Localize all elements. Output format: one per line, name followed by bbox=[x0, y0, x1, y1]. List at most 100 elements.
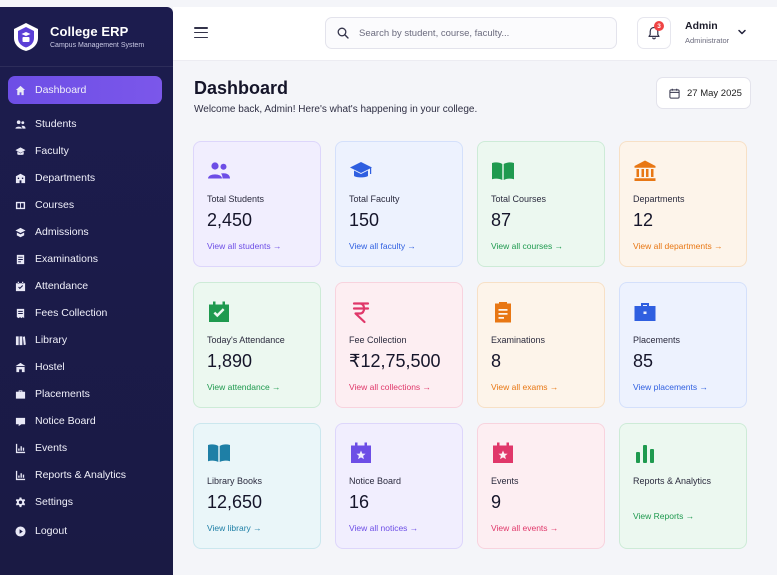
stat-card-total-faculty[interactable]: Total Faculty 150 View all faculty → bbox=[335, 141, 463, 267]
stat-label: Total Courses bbox=[491, 194, 547, 204]
bar-chart-icon bbox=[633, 440, 661, 466]
stat-card-fee-collection[interactable]: Fee Collection ₹12,75,500 View all colle… bbox=[335, 282, 463, 408]
stat-label: Departments bbox=[633, 194, 685, 204]
college-logo-icon bbox=[13, 22, 39, 52]
view-reports-link[interactable]: View Reports → bbox=[633, 511, 695, 521]
chart-icon bbox=[14, 469, 26, 481]
view-all-notices-link[interactable]: View all notices → bbox=[349, 523, 419, 533]
brand-title: College ERP bbox=[50, 24, 129, 39]
sidebar-item-label: Fees Collection bbox=[35, 307, 108, 319]
user-menu[interactable]: Admin Administrator bbox=[685, 20, 729, 45]
sidebar-item-notice-board[interactable]: Notice Board bbox=[8, 407, 162, 435]
view-all-collections-link[interactable]: View all collections → bbox=[349, 382, 432, 392]
stat-value: 12,650 bbox=[207, 492, 263, 512]
stat-card-total-students[interactable]: Total Students 2,450 View all students → bbox=[193, 141, 321, 267]
sidebar-item-label: Events bbox=[35, 442, 68, 454]
sidebar-item-admissions[interactable]: Admissions bbox=[8, 218, 162, 246]
view-placements-link[interactable]: View placements → bbox=[633, 382, 708, 392]
sidebar-item-departments[interactable]: Departments bbox=[8, 164, 162, 192]
sidebar-item-fees-collection[interactable]: Fees Collection bbox=[8, 299, 162, 327]
sidebar-item-label: Notice Board bbox=[35, 415, 96, 427]
notifications-button[interactable]: 3 bbox=[637, 17, 671, 49]
stat-card-placements[interactable]: Placements 85 View placements → bbox=[619, 282, 747, 408]
sidebar-item-events[interactable]: Events bbox=[8, 434, 162, 462]
sidebar-item-settings[interactable]: Settings bbox=[8, 488, 162, 516]
current-date: 27 May 2025 bbox=[687, 87, 742, 99]
stat-label: Notice Board bbox=[349, 476, 402, 486]
chevron-down-icon[interactable] bbox=[737, 27, 747, 37]
stat-value: 87 bbox=[491, 210, 512, 230]
hostel-icon bbox=[14, 361, 26, 373]
sidebar-item-examinations[interactable]: Examinations bbox=[8, 245, 162, 273]
stat-value: 85 bbox=[633, 351, 654, 371]
sidebar-item-logout[interactable]: Logout bbox=[8, 517, 162, 545]
graduation-cap-icon bbox=[349, 158, 377, 184]
users-icon bbox=[207, 158, 235, 184]
stat-card-total-courses[interactable]: Total Courses 87 View all courses → bbox=[477, 141, 605, 267]
library-icon bbox=[14, 334, 26, 346]
sidebar-item-hostel[interactable]: Hostel bbox=[8, 353, 162, 381]
stat-value: ₹12,75,500 bbox=[349, 351, 441, 371]
book-icon bbox=[14, 199, 26, 211]
user-plus-icon bbox=[14, 226, 26, 238]
stat-card-departments[interactable]: Departments 12 View all departments → bbox=[619, 141, 747, 267]
stat-label: Total Faculty bbox=[349, 194, 400, 204]
search-icon bbox=[337, 27, 349, 39]
events-icon bbox=[14, 442, 26, 454]
sidebar-item-label: Settings bbox=[35, 496, 73, 508]
view-library-link[interactable]: View library → bbox=[207, 523, 262, 533]
calendar-star-icon bbox=[491, 440, 519, 466]
sidebar-item-label: Examinations bbox=[35, 253, 99, 265]
view-all-faculty-link[interactable]: View all faculty → bbox=[349, 241, 416, 251]
rupee-icon bbox=[349, 299, 377, 325]
sidebar-item-dashboard[interactable]: Dashboard bbox=[8, 76, 162, 104]
stat-label: Events bbox=[491, 476, 519, 486]
logout-icon bbox=[14, 525, 26, 537]
view-all-events-link[interactable]: View all events → bbox=[491, 523, 559, 533]
brand[interactable]: College ERP Campus Management System bbox=[0, 7, 173, 67]
sidebar-item-label: Courses bbox=[35, 199, 75, 211]
stat-card-examinations[interactable]: Examinations 8 View all exams → bbox=[477, 282, 605, 408]
stat-label: Placements bbox=[633, 335, 681, 345]
sidebar: College ERP Campus Management System Das… bbox=[0, 7, 173, 575]
sidebar-item-label: Placements bbox=[35, 388, 90, 400]
sidebar-item-label: Library bbox=[35, 334, 68, 346]
sidebar-item-label: Faculty bbox=[35, 145, 69, 157]
search-box[interactable] bbox=[325, 17, 617, 49]
sidebar-item-placements[interactable]: Placements bbox=[8, 380, 162, 408]
calendar-icon bbox=[669, 88, 680, 99]
stat-value: 1,890 bbox=[207, 351, 253, 371]
stat-card-todays-attendance[interactable]: Today's Attendance 1,890 View attendance… bbox=[193, 282, 321, 408]
view-all-students-link[interactable]: View all students → bbox=[207, 241, 282, 251]
top-bar: 3 Admin Administrator bbox=[173, 7, 777, 61]
sidebar-item-attendance[interactable]: Attendance bbox=[8, 272, 162, 300]
view-all-exams-link[interactable]: View all exams → bbox=[491, 382, 559, 392]
sidebar-item-reports-analytics[interactable]: Reports & Analytics bbox=[8, 461, 162, 489]
sidebar-item-faculty[interactable]: Faculty bbox=[8, 137, 162, 165]
sidebar-item-label: Attendance bbox=[35, 280, 89, 292]
stat-label: Reports & Analytics bbox=[633, 476, 712, 486]
stat-card-notice-board[interactable]: Notice Board 16 View all notices → bbox=[335, 423, 463, 549]
search-input[interactable] bbox=[359, 27, 599, 39]
stat-card-library-books[interactable]: Library Books 12,650 View library → bbox=[193, 423, 321, 549]
date-picker-button[interactable]: 27 May 2025 bbox=[656, 77, 751, 109]
view-attendance-link[interactable]: View attendance → bbox=[207, 382, 281, 392]
home-icon bbox=[14, 84, 26, 96]
view-all-courses-link[interactable]: View all courses → bbox=[491, 241, 564, 251]
calendar-star-icon bbox=[349, 440, 377, 466]
welcome-message: Welcome back, Admin! Here's what's happe… bbox=[194, 104, 478, 115]
briefcase-icon bbox=[14, 388, 26, 400]
sidebar-item-students[interactable]: Students bbox=[8, 110, 162, 138]
stat-value: 9 bbox=[491, 492, 502, 512]
gear-icon bbox=[14, 496, 26, 508]
sidebar-item-library[interactable]: Library bbox=[8, 326, 162, 354]
stat-label: Library Books bbox=[207, 476, 263, 486]
briefcase-icon bbox=[633, 299, 661, 325]
stat-label: Total Students bbox=[207, 194, 265, 204]
view-all-departments-link[interactable]: View all departments → bbox=[633, 241, 723, 251]
menu-toggle-icon[interactable] bbox=[194, 27, 208, 39]
stat-card-reports-analytics[interactable]: Reports & Analytics View Reports → bbox=[619, 423, 747, 549]
sidebar-item-courses[interactable]: Courses bbox=[8, 191, 162, 219]
stat-card-events[interactable]: Events 9 View all events → bbox=[477, 423, 605, 549]
